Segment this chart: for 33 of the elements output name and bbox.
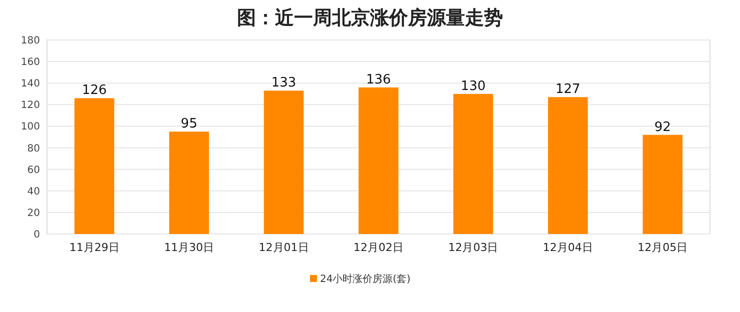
data-label: 136 xyxy=(366,72,391,88)
x-tick-label: 12月01日 xyxy=(258,241,309,254)
y-tick-label: 180 xyxy=(20,36,40,46)
y-tick-label: 60 xyxy=(27,164,40,176)
bar xyxy=(169,132,209,234)
bar xyxy=(264,90,304,234)
bar xyxy=(358,87,398,234)
data-label: 95 xyxy=(180,116,198,132)
chart-title: 图：近一周北京涨价房源量走势 xyxy=(237,7,503,29)
y-tick-label: 160 xyxy=(20,57,40,68)
x-tick-label: 11月29日 xyxy=(69,241,120,254)
x-tick-label: 12月04日 xyxy=(542,241,593,254)
y-tick-label: 40 xyxy=(27,186,40,198)
bar xyxy=(548,97,588,234)
x-tick-label: 12月02日 xyxy=(354,241,404,254)
y-tick-label: 140 xyxy=(20,78,40,90)
y-tick-label: 80 xyxy=(27,143,40,154)
legend-label: 24小时涨价房源(套) xyxy=(320,273,411,285)
x-tick-label: 11月30日 xyxy=(164,241,214,254)
data-label: 126 xyxy=(82,83,107,98)
y-tick-label: 0 xyxy=(34,230,40,240)
data-label: 127 xyxy=(556,82,580,98)
bar xyxy=(453,94,494,234)
data-label: 130 xyxy=(460,78,486,94)
x-tick-label: 12月03日 xyxy=(448,241,498,254)
x-tick-label: 12月05日 xyxy=(638,241,688,254)
bar xyxy=(642,134,683,234)
y-tick-label: 120 xyxy=(20,100,40,112)
y-tick-label: 20 xyxy=(27,208,40,219)
data-label: 133 xyxy=(271,76,296,91)
y-tick-label: 100 xyxy=(20,122,40,133)
data-label: 92 xyxy=(654,120,671,135)
bar xyxy=(74,98,114,234)
